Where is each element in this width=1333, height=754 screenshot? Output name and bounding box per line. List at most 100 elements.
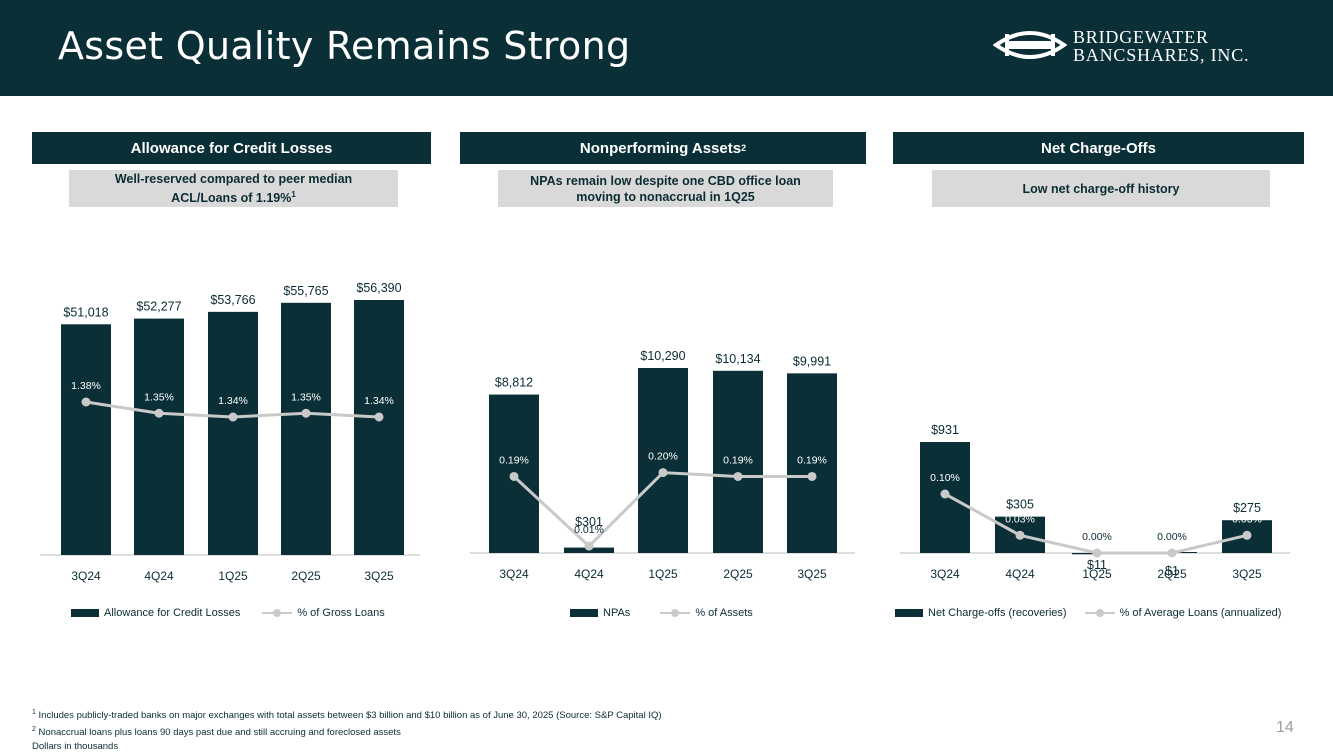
bar-value-label: $275 (1233, 501, 1261, 515)
footnote-1: 1 Includes publicly-traded banks on majo… (32, 706, 662, 723)
bar-value-label: $301 (575, 515, 603, 529)
line-point (658, 468, 668, 478)
bar-value-label: $10,290 (640, 349, 685, 363)
x-tick-label: 3Q24 (71, 569, 101, 583)
subtitle-line-1: Low net charge-off history (1022, 181, 1180, 196)
line-point (81, 397, 91, 407)
chart-npa: $8,812 3Q24 $301 4Q24 $10,290 1Q25 $10,134 2Q25… (470, 349, 855, 581)
bar-value-label: $56,390 (356, 281, 401, 295)
page-number: 14 (1276, 719, 1294, 736)
line-value-label: 1.34% (364, 395, 394, 407)
company-logo: BRIDGEWATER BANCSHARES, INC. (993, 24, 1283, 72)
logo-line-1: BRIDGEWATER (1073, 27, 1209, 47)
panel-header-label: Allowance for Credit Losses (130, 139, 333, 157)
bar-value-label: $11 (1087, 558, 1107, 572)
bar-1q25 (638, 368, 688, 553)
bar-value-label: $9,991 (793, 354, 831, 368)
bar-4q24 (134, 318, 184, 555)
line-value-label: 0.19% (797, 454, 827, 466)
bar-3q24 (61, 324, 111, 555)
bar-2q25 (281, 302, 331, 555)
line-value-label: 0.19% (723, 454, 753, 466)
x-tick-label: 1Q25 (1082, 567, 1112, 581)
subtitle-footnote-ref: 1 (291, 189, 296, 199)
line-value-label: 0.00% (1082, 531, 1112, 543)
logo-line-2: BANCSHARES, INC. (1073, 45, 1250, 65)
bar-3q25 (787, 373, 837, 553)
subtitle-line-2: ACL/Loans of 1.19% (171, 191, 292, 206)
line-point (1015, 530, 1025, 540)
line-point (374, 412, 384, 422)
page-title: Asset Quality Remains Strong (58, 24, 631, 68)
x-tick-label: 2Q25 (723, 567, 753, 581)
legend-bar-swatch (895, 609, 923, 617)
line-value-label: 1.35% (144, 391, 174, 403)
line-value-label: 1.34% (218, 395, 248, 407)
bar-2q25 (713, 370, 763, 553)
footnote-text: Includes publicly-traded banks on major … (38, 710, 662, 722)
footnotes: 1 Includes publicly-traded banks on majo… (32, 706, 662, 754)
legend-label: % of Gross Loans (297, 607, 385, 619)
legend-item-bar: NPAs (570, 607, 630, 619)
line-value-label: 0.00% (1157, 531, 1187, 543)
line-point (940, 489, 950, 499)
x-tick-label: 1Q25 (648, 567, 678, 581)
line-point (1167, 548, 1177, 558)
line-point (228, 412, 238, 422)
legend-npa: NPAs % of Assets (570, 605, 775, 621)
x-tick-label: 2Q25 (291, 569, 321, 583)
chart-allowance: $51,018 3Q24 $52,277 4Q24 $53,766 1Q25 $55,765… (40, 281, 420, 583)
footnote-2: 2 Nonaccrual loans plus loans 90 days pa… (32, 723, 662, 740)
subtitle-allowance: Well-reserved compared to peer median AC… (69, 170, 398, 207)
line-value-label: 1.38% (71, 380, 101, 392)
legend-label: % of Average Loans (annualized) (1119, 607, 1282, 619)
footnote-text: Nonaccrual loans plus loans 90 days past… (38, 727, 401, 739)
panel-header-nco: Net Charge-Offs (893, 132, 1304, 164)
bar-value-label: $1 (1165, 564, 1179, 578)
line-value-label: 0.03% (1005, 513, 1035, 525)
legend-line-swatch (660, 608, 691, 618)
legend-line-swatch (262, 608, 293, 618)
bar-value-label: $931 (931, 423, 959, 437)
x-tick-label: 1Q25 (218, 569, 248, 583)
legend-item-bar: Allowance for Credit Losses (71, 607, 240, 619)
bar-value-label: $8,812 (495, 376, 533, 390)
x-tick-label: 3Q25 (364, 569, 394, 583)
panel-header-footnote-ref: 2 (741, 143, 747, 153)
legend-line-swatch (1084, 608, 1115, 618)
legend-label: Net Charge-offs (recoveries) (928, 607, 1067, 619)
bar-1q25 (208, 311, 258, 555)
x-tick-label: 3Q25 (797, 567, 827, 581)
bar-value-label: $305 (1006, 498, 1034, 512)
legend-nco: Net Charge-offs (recoveries) % of Averag… (895, 605, 1281, 621)
line-point (584, 541, 594, 551)
bar-value-label: $55,765 (283, 284, 328, 298)
line-series--of-average-loans-annualized- (944, 492, 1248, 555)
line-point (154, 408, 164, 418)
panel-header-label: Net Charge-Offs (1040, 139, 1156, 157)
bar-value-label: $53,766 (210, 293, 255, 307)
legend-item-line: % of Assets (660, 607, 753, 619)
footnote-3: Dollars in thousands (32, 741, 119, 753)
panel-header-label: Nonperforming Assets (579, 139, 742, 157)
line-point (301, 408, 311, 418)
line-point (1242, 530, 1252, 540)
bar-value-label: $52,277 (136, 300, 181, 314)
legend-label: NPAs (603, 607, 631, 619)
x-tick-label: 3Q25 (1232, 567, 1262, 581)
footnote-marker: 1 (32, 709, 36, 716)
legend-bar-swatch (570, 609, 598, 617)
footnote-marker: 2 (32, 726, 36, 734)
line-point (509, 471, 519, 481)
legend-bar-swatch (71, 609, 99, 617)
subtitle-line-2: moving to nonaccrual in 1Q25 (576, 189, 755, 204)
bar-value-label: $51,018 (63, 305, 108, 319)
x-tick-label: 4Q24 (574, 567, 604, 581)
bar-value-label: $10,134 (715, 352, 760, 366)
legend-item-line: % of Gross Loans (262, 607, 385, 619)
x-tick-label: 3Q24 (930, 567, 960, 581)
subtitle-line-1: Well-reserved compared to peer median (114, 171, 353, 186)
x-tick-label: 4Q24 (1005, 567, 1035, 581)
bridge-logo-icon (993, 31, 1067, 59)
x-tick-label: 4Q24 (144, 569, 174, 583)
